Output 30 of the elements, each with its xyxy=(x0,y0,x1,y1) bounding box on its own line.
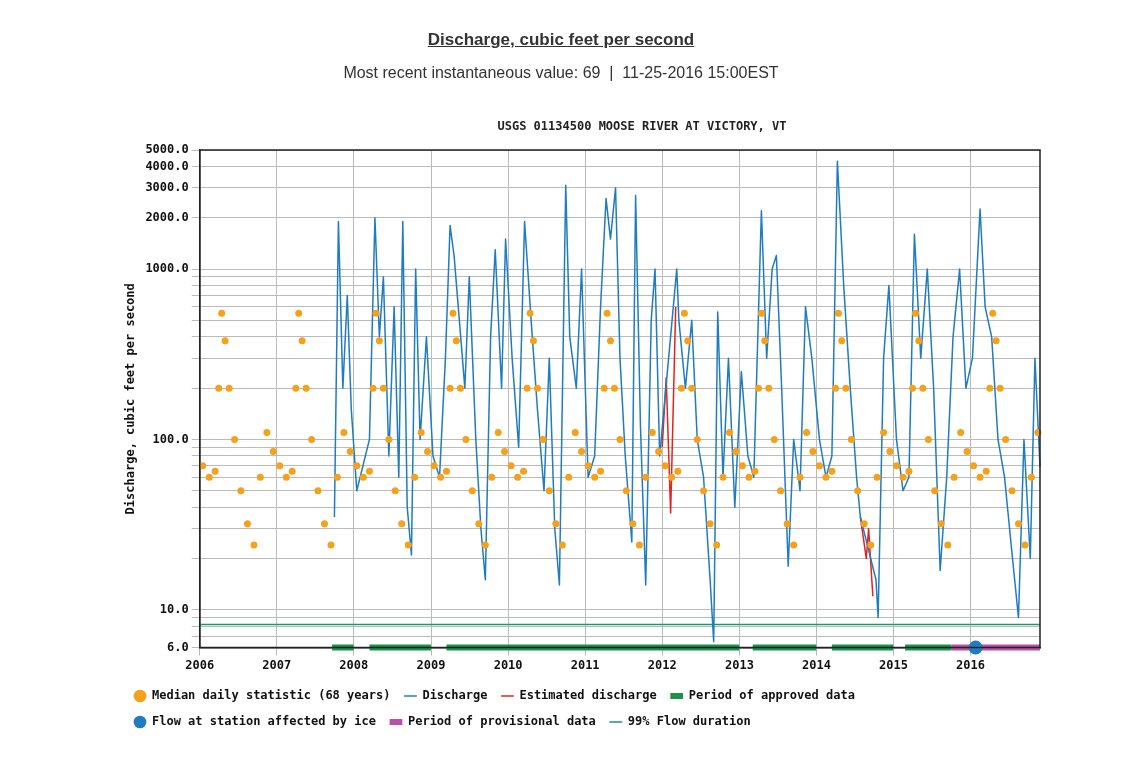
x-tick-label: 2010 xyxy=(493,657,523,672)
y-tick-label: 2000.0 xyxy=(145,209,189,224)
chart-title: Discharge, cubic feet per second xyxy=(426,30,696,50)
y-tick-label: 10.0 xyxy=(159,601,189,616)
y-tick-label: 4000.0 xyxy=(145,158,189,173)
x-tick-label: 2014 xyxy=(802,657,831,672)
y-tick-label: 6.0 xyxy=(167,639,189,654)
x-tick-label: 2013 xyxy=(724,657,754,672)
x-tick-label: 2006 xyxy=(185,657,215,672)
legend-label: Discharge xyxy=(422,688,488,703)
y-axis-title: Discharge, cubic feet per second xyxy=(123,283,138,515)
y-tick-label: 3000.0 xyxy=(145,179,189,194)
text: USGS 01134500 MOOSE RIVER AT VICTORY, VT xyxy=(496,119,788,133)
x-tick-label: 2011 xyxy=(570,657,600,672)
legend-label: Period of approved data xyxy=(688,688,855,703)
legend-label: Flow at station affected by ice xyxy=(152,714,376,729)
y-tick-label: 1000.0 xyxy=(145,261,189,276)
legend-label: Median daily statistic (68 years) xyxy=(152,688,391,703)
chart-subtitle: Most recent instantaneous value: 69 | 11-25-2016 15:00EST xyxy=(342,64,780,82)
x-tick-label: 2016 xyxy=(956,657,986,672)
y-tick-label: 5000.0 xyxy=(145,142,189,157)
x-tick-label: 2015 xyxy=(879,657,908,672)
x-tick-label: 2012 xyxy=(647,657,677,672)
legend-label: Estimated discharge xyxy=(519,688,657,703)
legend-label: Period of provisional data xyxy=(407,714,596,729)
x-tick-label: 2007 xyxy=(262,657,292,672)
x-tick-label: 2009 xyxy=(416,657,446,672)
legend-label: 99% Flow duration xyxy=(627,714,751,729)
x-tick-label: 2008 xyxy=(339,657,369,672)
y-tick-label: 100.0 xyxy=(152,431,189,446)
